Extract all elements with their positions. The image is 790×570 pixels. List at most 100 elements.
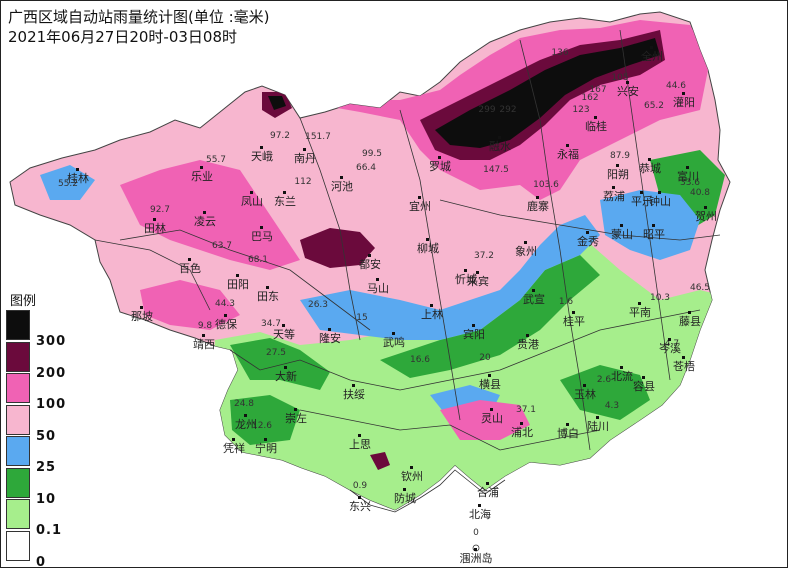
station-value: 162 (581, 93, 598, 103)
city-marker (284, 366, 287, 369)
city-label: 上思 (349, 438, 371, 451)
city-marker (236, 274, 239, 277)
city-label: 兴安 (617, 84, 639, 98)
station-value: 2.6 (597, 375, 612, 385)
city-marker (520, 422, 523, 425)
city-marker (76, 168, 79, 171)
city-marker (340, 176, 343, 179)
city-marker (438, 156, 441, 159)
city-marker (682, 356, 685, 359)
city-marker (536, 196, 539, 199)
city-label: 东兴 (349, 500, 371, 513)
station-value: 112 (294, 177, 311, 187)
city-marker (303, 148, 306, 151)
map-subtitle: 2021年06月27日20时-03日08时 (8, 28, 238, 46)
city-label: 龙州 (235, 418, 257, 431)
station-value: 55.7 (206, 155, 226, 165)
legend-swatch (6, 310, 30, 340)
city-marker (203, 211, 206, 214)
zone-25-northwest (40, 165, 95, 200)
city-label: 钦州 (401, 470, 423, 483)
city-marker (524, 241, 527, 244)
zone-25-central (300, 215, 600, 340)
city-label: 宾阳 (463, 327, 485, 341)
city-marker (596, 416, 599, 419)
city-label: 钟山 (649, 194, 671, 208)
city-label: 平乐 (631, 195, 653, 208)
zone-10-se (560, 365, 650, 420)
legend-label: 0.1 (36, 523, 63, 538)
city-marker (282, 324, 285, 327)
city-marker (668, 338, 671, 341)
station-value: 147.5 (483, 165, 509, 175)
city-marker (488, 374, 491, 377)
city-label: 南丹 (294, 152, 316, 165)
station-value: 92.7 (150, 205, 170, 215)
city-label: 富川 (677, 169, 699, 183)
station-value: 15 (356, 313, 367, 323)
city-label: 马山 (367, 282, 389, 295)
station-value: 44.6 (666, 81, 686, 91)
city-marker (532, 289, 535, 292)
station-value: 34.7 (261, 319, 281, 329)
city-marker (594, 116, 597, 119)
legend-label: 0 (36, 554, 47, 570)
station-value: 97.2 (270, 131, 290, 141)
station-value: 9.8 (198, 321, 213, 331)
city-label: 博白 (557, 426, 579, 440)
station-value: 26.3 (308, 300, 328, 310)
city-marker (620, 366, 623, 369)
city-marker (250, 191, 253, 194)
city-marker (328, 328, 331, 331)
city-label: 灵山 (481, 412, 503, 425)
zone-300-north (435, 38, 660, 148)
station-value: 65.2 (644, 101, 664, 111)
station-value: 167 (589, 85, 606, 95)
zone-100-west (120, 160, 300, 270)
station-value: 16.6 (410, 355, 430, 365)
zone-10-southwest (230, 395, 300, 445)
city-label: 横县 (479, 377, 501, 391)
legend-label: 300 (36, 334, 67, 349)
city-marker (648, 158, 651, 161)
legend-swatch (6, 499, 30, 529)
city-label: 百色 (179, 261, 201, 275)
city-marker (490, 408, 493, 411)
city-label: 平南 (629, 306, 651, 319)
city-label: 全州 (641, 49, 663, 63)
city-marker (202, 334, 205, 337)
city-marker (526, 334, 529, 337)
map-title: 广西区域自动站雨量统计图(单位 :毫米) (8, 8, 270, 26)
city-marker (704, 206, 707, 209)
city-marker (572, 311, 575, 314)
city-marker (472, 324, 475, 327)
city-label: 岑溪 (659, 342, 681, 355)
city-marker (616, 164, 619, 167)
legend-swatch (6, 467, 30, 498)
city-label: 田林 (144, 221, 166, 235)
city-marker (418, 196, 421, 199)
city-marker (612, 186, 615, 189)
city-label: 北海 (469, 507, 491, 521)
city-marker (476, 271, 479, 274)
city-marker (260, 146, 263, 149)
city-label: 天峨 (251, 150, 273, 163)
station-value: 87.9 (610, 151, 630, 161)
city-label: 德保 (215, 317, 237, 331)
city-marker (566, 144, 569, 147)
city-label: 桂林 (67, 171, 89, 185)
city-label: 贺州 (695, 210, 717, 223)
city-marker (566, 423, 569, 426)
legend-swatch (6, 436, 30, 466)
city-label: 柳城 (417, 241, 439, 255)
city-marker (410, 466, 413, 469)
city-label: 灌阳 (673, 96, 695, 109)
city-label: 武宣 (523, 292, 545, 306)
city-label: 忻城 (455, 273, 477, 286)
city-label: 靖西 (193, 338, 215, 351)
city-label: 都安 (359, 257, 381, 271)
zone-100-south (440, 400, 530, 440)
station-value: 0.9 (353, 481, 368, 491)
city-label: 金秀 (577, 234, 599, 248)
station-value: 99.5 (362, 149, 382, 159)
